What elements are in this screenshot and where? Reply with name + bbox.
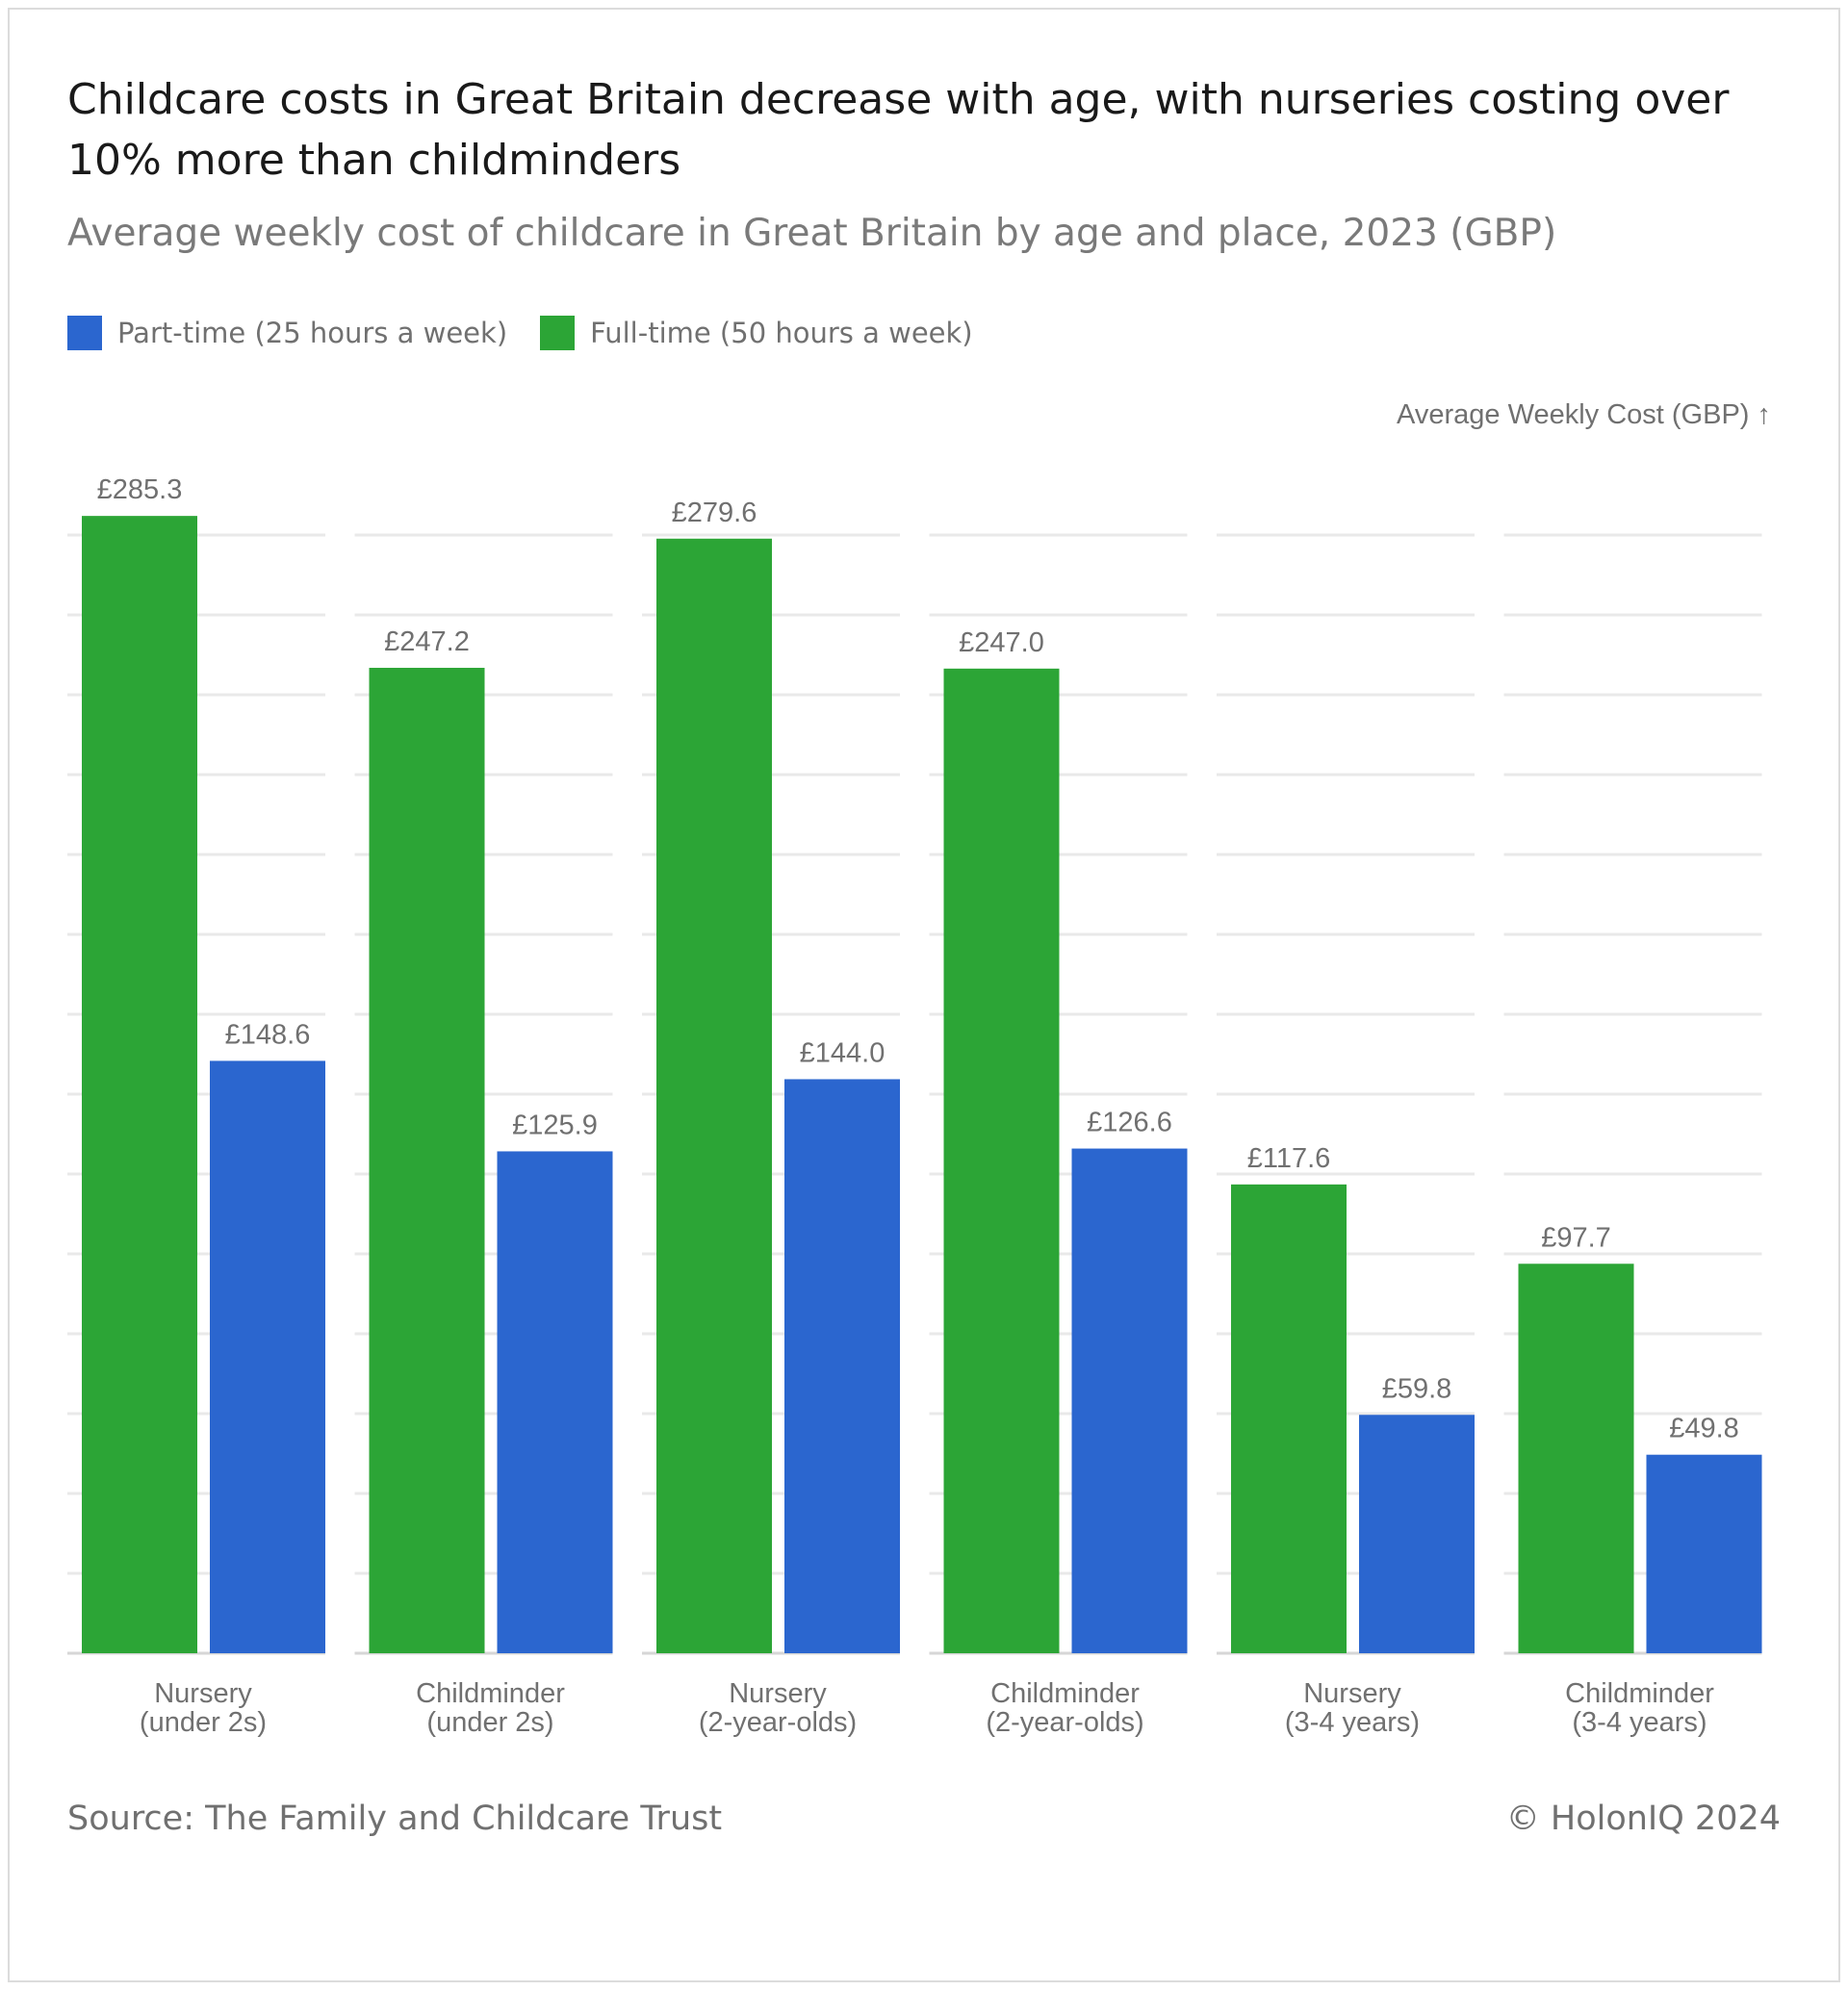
- part-time-bar: [1646, 1454, 1762, 1653]
- full-time-value-label: £247.2: [384, 626, 470, 657]
- part-time-bar: [1359, 1415, 1475, 1653]
- legend-label-full-time: Full-time (50 hours a week): [590, 317, 973, 349]
- part-time-value-label: £49.8: [1669, 1414, 1739, 1444]
- category-label: (3-4 years): [1572, 1707, 1707, 1738]
- legend: Part-time (25 hours a week) Full-time (5…: [67, 316, 1006, 350]
- y-axis-label: Average Weekly Cost (GBP) ↑: [1397, 399, 1771, 430]
- full-time-bar: [82, 516, 197, 1653]
- part-time-value-label: £144.0: [800, 1037, 886, 1068]
- category-label: (2-year-olds): [986, 1707, 1143, 1738]
- part-time-bar: [497, 1151, 613, 1653]
- part-time-value-label: £148.6: [225, 1019, 311, 1050]
- part-time-value-label: £125.9: [512, 1110, 598, 1140]
- part-time-bar: [1071, 1148, 1188, 1653]
- full-time-bar: [656, 538, 772, 1653]
- category-label: Childminder: [990, 1678, 1140, 1709]
- legend-item-part-time[interactable]: Part-time (25 hours a week): [67, 316, 507, 350]
- full-time-value-label: £279.6: [672, 498, 757, 528]
- category-label: (under 2s): [140, 1707, 267, 1738]
- legend-item-full-time[interactable]: Full-time (50 hours a week): [540, 316, 973, 350]
- full-time-value-label: £117.6: [1247, 1143, 1331, 1174]
- full-time-bar: [369, 667, 485, 1653]
- full-time-value-label: £97.7: [1541, 1222, 1611, 1253]
- category-label: (under 2s): [426, 1707, 553, 1738]
- legend-swatch-full-time: [540, 316, 576, 350]
- full-time-bar: [1518, 1264, 1634, 1653]
- category-label: (3-4 years): [1285, 1707, 1420, 1738]
- full-time-value-label: £285.3: [97, 474, 183, 505]
- category-label: Childminder: [416, 1678, 565, 1709]
- category-label: Nursery: [1303, 1678, 1401, 1709]
- full-time-bar: [943, 668, 1060, 1653]
- part-time-bar: [784, 1079, 900, 1653]
- category-label: Nursery: [729, 1678, 827, 1709]
- copyright-note: © HolonIQ 2024: [1505, 1800, 1781, 1838]
- part-time-value-label: £59.8: [1382, 1373, 1452, 1404]
- part-time-value-label: £126.6: [1087, 1108, 1172, 1138]
- category-label: Nursery: [154, 1678, 252, 1709]
- full-time-bar: [1231, 1184, 1347, 1653]
- chart-title: Childcare costs in Great Britain decreas…: [67, 75, 1730, 185]
- full-time-value-label: £247.0: [959, 627, 1044, 658]
- category-label: Childminder: [1565, 1678, 1714, 1709]
- legend-label-part-time: Part-time (25 hours a week): [117, 317, 508, 349]
- part-time-bar: [210, 1060, 325, 1653]
- legend-swatch-part-time: [67, 316, 102, 350]
- category-label: (2-year-olds): [699, 1707, 857, 1738]
- chart-subtitle: Average weekly cost of childcare in Grea…: [67, 212, 1557, 255]
- source-note: Source: The Family and Childcare Trust: [67, 1800, 723, 1838]
